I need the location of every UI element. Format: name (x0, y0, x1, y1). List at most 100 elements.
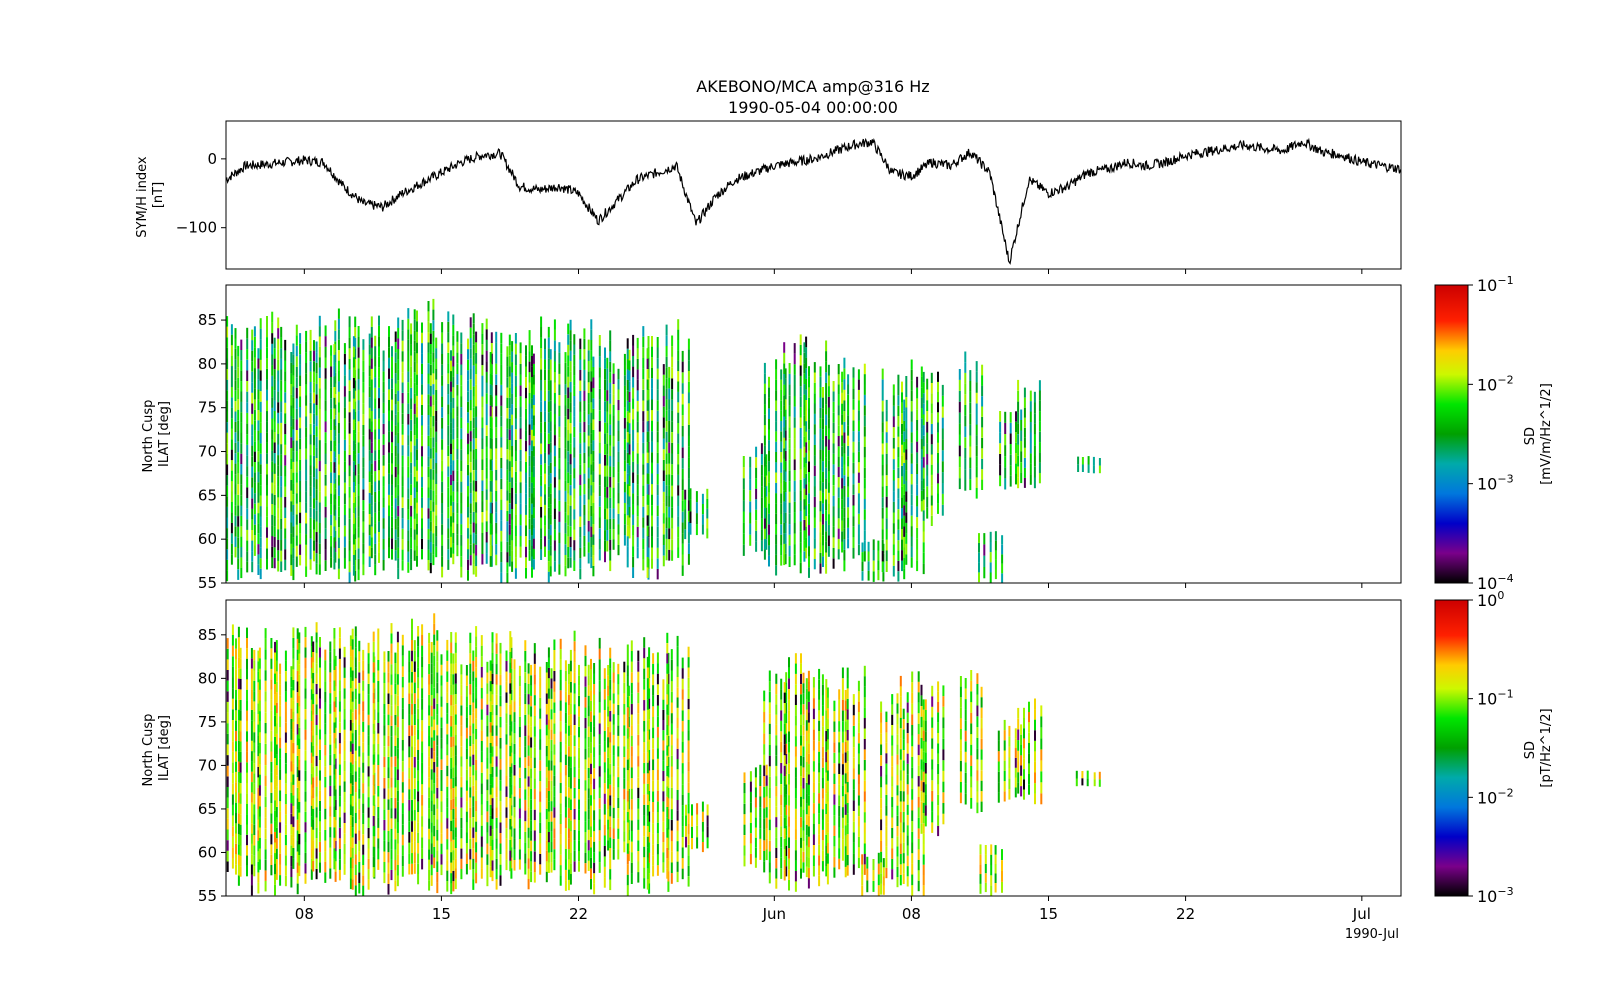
efield-heatmap-cell (808, 567, 810, 578)
bfield-heatmap-cell (231, 635, 234, 646)
efield-y-tick-label: 85 (198, 311, 217, 329)
efield-heatmap-cell (760, 464, 763, 476)
bfield-heatmap-cell (246, 783, 248, 794)
efield-heatmap-cell (903, 515, 906, 527)
efield-heatmap-cell (573, 447, 576, 458)
efield-heatmap-cell (277, 529, 280, 540)
efield-heatmap-cell (590, 371, 593, 382)
efield-heatmap-cell (681, 565, 684, 576)
efield-heatmap-cell (930, 372, 933, 383)
efield-heatmap-cell (958, 412, 961, 424)
bfield-heatmap-cell (394, 787, 397, 798)
efield-heatmap-cell (313, 498, 315, 509)
efield-heatmap-cell (847, 405, 850, 416)
efield-heatmap-cell (857, 451, 860, 463)
efield-heatmap-cell (500, 437, 503, 448)
bfield-heatmap-cell (235, 833, 237, 844)
efield-heatmap-cell (573, 529, 576, 541)
bfield-heatmap-cell (235, 761, 237, 772)
bfield-heatmap-cell (312, 746, 315, 757)
efield-heatmap-cell (237, 473, 240, 485)
efield-heatmap-cell (569, 381, 572, 393)
efield-heatmap-cell (441, 417, 444, 429)
efield-heatmap-cell (604, 379, 606, 391)
efield-heatmap-cell (937, 412, 939, 423)
efield-heatmap-cell (958, 478, 961, 490)
efield-heatmap-cell (240, 557, 243, 568)
efield-heatmap-cell (689, 523, 692, 535)
efield-heatmap-cell (348, 561, 351, 573)
efield-heatmap-cell (500, 405, 503, 417)
bfield-heatmap-cell (239, 835, 242, 846)
efield-heatmap-cell (910, 515, 913, 527)
bfield-heatmap-cell (264, 722, 267, 734)
bfield-heatmap-cell (333, 837, 336, 849)
efield-heatmap-cell (863, 488, 866, 499)
efield-heatmap-cell (558, 469, 561, 480)
bfield-heatmap-cell (421, 762, 424, 774)
efield-heatmap-cell (592, 440, 595, 451)
bfield-heatmap-cell (362, 660, 365, 671)
efield-heatmap-cell (544, 369, 546, 381)
efield-heatmap-cell (937, 371, 939, 382)
efield-heatmap-cell (292, 515, 295, 527)
efield-heatmap-cell (257, 368, 260, 380)
efield-heatmap-cell (378, 532, 380, 543)
bfield-heatmap-cell (354, 719, 357, 730)
efield-heatmap-cell (857, 482, 860, 494)
bfield-heatmap-cell (377, 827, 380, 839)
bfield-heatmap-cell (279, 716, 282, 727)
bfield-heatmap-cell (270, 730, 273, 742)
efield-heatmap-cell (671, 442, 674, 454)
efield-heatmap-cell (775, 431, 778, 442)
efield-heatmap-cell (284, 528, 287, 539)
efield-heatmap-cell (837, 497, 840, 508)
efield-heatmap-cell (452, 335, 455, 346)
efield-heatmap-cell (318, 346, 321, 358)
bfield-heatmap-cell (304, 739, 307, 751)
efield-heatmap-cell (388, 357, 390, 369)
efield-heatmap-cell (500, 385, 503, 396)
efield-heatmap-cell (292, 386, 295, 398)
efield-heatmap-cell (391, 484, 393, 496)
bfield-heatmap-cell (413, 778, 416, 789)
efield-heatmap-cell (416, 524, 418, 535)
bfield-heatmap-cell (387, 809, 390, 821)
bfield-heatmap-cell (349, 836, 352, 847)
efield-heatmap-cell (668, 517, 671, 529)
efield-heatmap-cell (852, 473, 855, 485)
efield-heatmap-cell (416, 427, 418, 439)
efield-heatmap-cell (421, 384, 423, 395)
bfield-heatmap-cell (401, 855, 404, 867)
efield-heatmap-cell (410, 409, 413, 420)
efield-heatmap-cell (999, 421, 1002, 433)
efield-heatmap-cell (441, 386, 444, 397)
efield-heatmap-cell (472, 438, 475, 450)
efield-heatmap-cell (475, 512, 478, 524)
efield-heatmap-cell (508, 513, 511, 525)
bfield-heatmap-cell (284, 722, 287, 733)
bfield-heatmap-cell (315, 827, 318, 838)
efield-heatmap-cell (284, 455, 287, 466)
efield-heatmap-cell (273, 505, 276, 516)
efield-heatmap-cell (460, 556, 463, 567)
efield-heatmap-cell (259, 422, 262, 433)
bfield-heatmap-cell (312, 641, 315, 652)
efield-heatmap-cell (456, 491, 459, 503)
efield-heatmap-cell (569, 361, 572, 372)
efield-heatmap-cell (401, 340, 404, 352)
efield-heatmap-cell (540, 443, 543, 455)
efield-heatmap-cell (805, 484, 808, 495)
efield-heatmap-cell (410, 473, 413, 485)
bfield-heatmap-cell (343, 760, 346, 772)
efield-heatmap-cell (626, 359, 629, 370)
efield-heatmap-cell (531, 355, 533, 367)
efield-heatmap-cell (788, 491, 791, 503)
efield-heatmap-cell (253, 420, 256, 431)
bfield-heatmap-cell (296, 862, 299, 873)
efield-heatmap-cell (352, 450, 355, 462)
efield-heatmap-cell (450, 464, 452, 475)
efield-heatmap-cell (500, 489, 503, 500)
efield-heatmap-cell (892, 523, 895, 534)
bfield-heatmap-cell (304, 729, 307, 740)
